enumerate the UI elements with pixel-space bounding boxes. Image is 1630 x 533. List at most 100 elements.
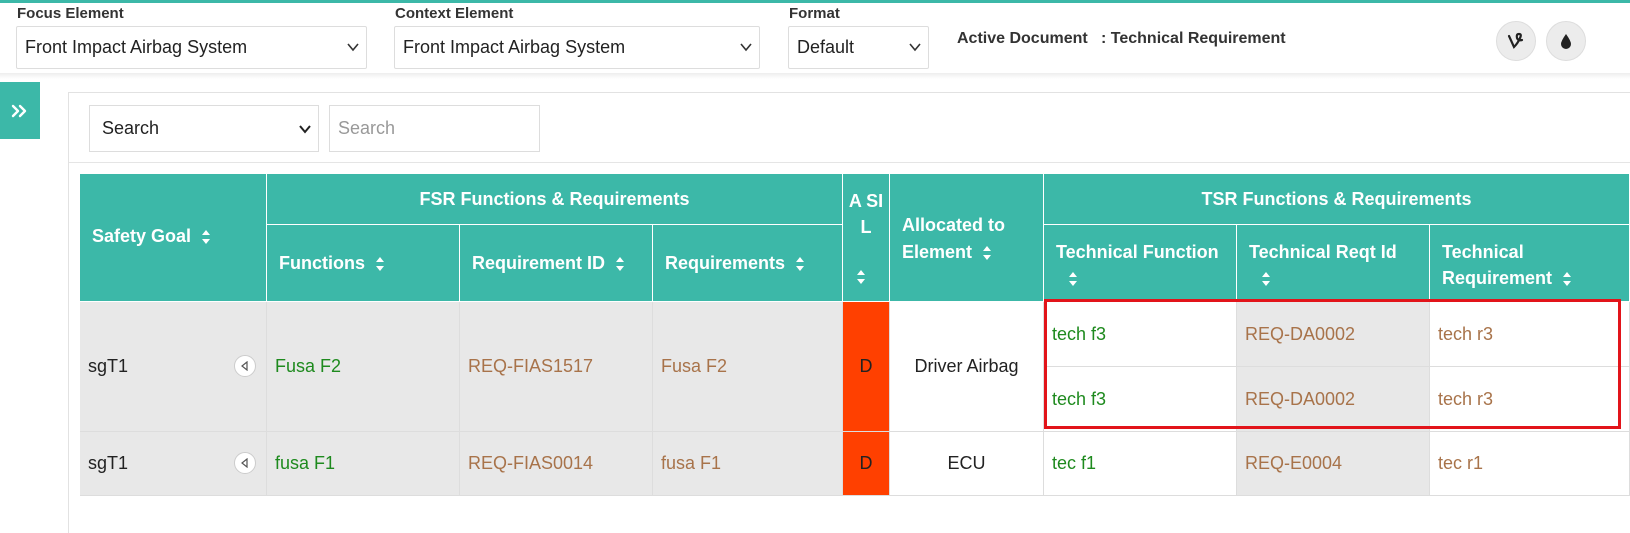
col-technical-requirement[interactable]: Technical Requirement	[1430, 225, 1630, 302]
sort-icon	[376, 257, 384, 272]
group-tsr: TSR Functions & Requirements	[1044, 174, 1630, 225]
table-cell-safety-goal: sgT1	[80, 302, 267, 432]
table-cell-allocated: ECU	[890, 432, 1044, 496]
col-requirements[interactable]: Requirements	[653, 225, 843, 302]
focus-element-select[interactable]: Front Impact Airbag System	[16, 26, 367, 69]
technical-requirement-link[interactable]: tech r3	[1438, 323, 1494, 344]
search-field-select[interactable]: Search	[89, 105, 319, 152]
focus-element-value: Front Impact Airbag System	[25, 37, 248, 57]
col-requirement-id-label: Requirement ID	[472, 253, 606, 273]
table-cell-requirement[interactable]: Fusa F2	[653, 302, 843, 432]
collapse-toggle-button[interactable]	[234, 355, 256, 377]
col-functions[interactable]: Functions	[267, 225, 460, 302]
triangle-left-icon	[241, 361, 248, 371]
double-chevron-right-icon	[11, 104, 27, 117]
chevron-down-icon	[740, 43, 752, 52]
technical-reqt-id-link[interactable]: REQ-DA0002	[1245, 388, 1356, 409]
technical-function-link[interactable]: tech f3	[1052, 388, 1107, 409]
col-technical-reqt-id-label: Technical Reqt Id	[1249, 242, 1397, 262]
asil-badge: D	[843, 302, 890, 432]
group-tsr-label: TSR Functions & Requirements	[1201, 189, 1472, 209]
table-cell-technical-function[interactable]: tec f1	[1044, 432, 1237, 496]
col-functions-label: Functions	[279, 253, 365, 273]
format-label: Format	[789, 5, 840, 22]
search-select-value: Search	[102, 118, 160, 138]
technical-requirement-link[interactable]: tech r3	[1438, 388, 1494, 409]
search-input[interactable]: Search	[329, 105, 540, 152]
sort-icon	[796, 257, 805, 272]
context-element-value: Front Impact Airbag System	[403, 37, 626, 57]
table-cell-technical-function[interactable]: tech f3	[1044, 302, 1237, 367]
function-link[interactable]: fusa F1	[275, 453, 336, 473]
allocated-element-text: Driver Airbag	[914, 356, 1019, 376]
col-asil-label: A SI L	[848, 191, 884, 237]
col-asil[interactable]: A SI L	[843, 174, 890, 302]
col-safety-goal-label: Safety Goal	[92, 226, 192, 246]
sidebar-expand-button[interactable]	[0, 82, 40, 139]
vine-button[interactable]	[1496, 21, 1536, 61]
table-cell-technical-reqt-id[interactable]: REQ-E0004	[1237, 432, 1430, 496]
chevron-down-icon	[299, 125, 311, 134]
vine-icon	[1507, 32, 1524, 49]
table-cell-technical-function[interactable]: tech f3	[1044, 367, 1237, 432]
main-panel	[68, 92, 1630, 533]
active-document-value: : Technical Requirement	[1101, 30, 1286, 47]
requirement-id-link[interactable]: REQ-FIAS1517	[468, 356, 594, 376]
table-cell-requirement-id[interactable]: REQ-FIAS1517	[460, 302, 653, 432]
technical-function-link[interactable]: tech f3	[1052, 323, 1107, 344]
chevron-down-icon	[909, 43, 921, 52]
focus-element-group: Focus Element	[17, 5, 124, 23]
table-cell-technical-requirement[interactable]: tec r1	[1430, 432, 1630, 496]
table-cell-technical-requirement[interactable]: tech r3	[1430, 367, 1630, 432]
table-cell-technical-requirement[interactable]: tech r3	[1430, 302, 1630, 367]
sort-icon	[857, 270, 865, 284]
requirement-link[interactable]: Fusa F2	[661, 356, 728, 376]
drop-button[interactable]	[1546, 21, 1586, 61]
table-cell-technical-reqt-id[interactable]: REQ-DA0002	[1237, 302, 1430, 367]
format-select[interactable]: Default	[788, 26, 929, 69]
col-requirements-label: Requirements	[665, 253, 786, 273]
collapse-toggle-button[interactable]	[234, 452, 256, 474]
chevron-down-icon	[347, 43, 359, 52]
requirement-id-link[interactable]: REQ-FIAS0014	[468, 453, 594, 473]
table-cell-technical-reqt-id[interactable]: REQ-DA0002	[1237, 367, 1430, 432]
asil-badge: D	[843, 432, 890, 496]
table-cell-function[interactable]: Fusa F2	[267, 302, 460, 432]
allocated-element-text: ECU	[947, 453, 986, 473]
format-value: Default	[797, 37, 855, 57]
sort-icon	[1563, 272, 1572, 287]
toolbar: Focus Element Front Impact Airbag System…	[0, 3, 1630, 73]
col-technical-function-label: Technical Function	[1056, 242, 1219, 262]
technical-function-link[interactable]: tec f1	[1052, 453, 1097, 473]
technical-reqt-id-link[interactable]: REQ-DA0002	[1245, 323, 1356, 344]
safety-goal-text: sgT1	[88, 356, 129, 376]
drop-icon	[1561, 34, 1571, 49]
asil-value: D	[859, 453, 873, 473]
col-allocated-label: Allocated to Element	[902, 215, 1006, 262]
col-requirement-id[interactable]: Requirement ID	[460, 225, 653, 302]
search-placeholder: Search	[338, 118, 396, 138]
technical-reqt-id-link[interactable]: REQ-E0004	[1245, 453, 1343, 473]
sort-icon	[1069, 272, 1077, 287]
col-technical-function[interactable]: Technical Function	[1044, 225, 1237, 302]
function-link[interactable]: Fusa F2	[275, 356, 342, 376]
asil-value: D	[859, 356, 873, 376]
col-allocated[interactable]: Allocated to Element	[890, 174, 1044, 302]
table-cell-requirement-id[interactable]: REQ-FIAS0014	[460, 432, 653, 496]
context-element-select[interactable]: Front Impact Airbag System	[394, 26, 760, 69]
table-cell-function[interactable]: fusa F1	[267, 432, 460, 496]
sort-icon	[616, 257, 625, 272]
divider	[69, 162, 1630, 163]
focus-element-label: Focus Element	[17, 5, 124, 22]
table-cell-requirement[interactable]: fusa F1	[653, 432, 843, 496]
sort-icon	[202, 230, 211, 245]
context-element-label: Context Element	[395, 5, 514, 22]
header-shadow	[0, 73, 1630, 79]
col-technical-reqt-id[interactable]: Technical Reqt Id	[1237, 225, 1430, 302]
top-accent-line	[0, 0, 1630, 3]
col-technical-requirement-label: Technical Requirement	[1442, 242, 1553, 288]
technical-requirement-link[interactable]: tec r1	[1438, 453, 1484, 473]
requirement-link[interactable]: fusa F1	[661, 453, 722, 473]
sort-icon	[1262, 272, 1270, 287]
col-safety-goal[interactable]: Safety Goal	[80, 174, 267, 302]
